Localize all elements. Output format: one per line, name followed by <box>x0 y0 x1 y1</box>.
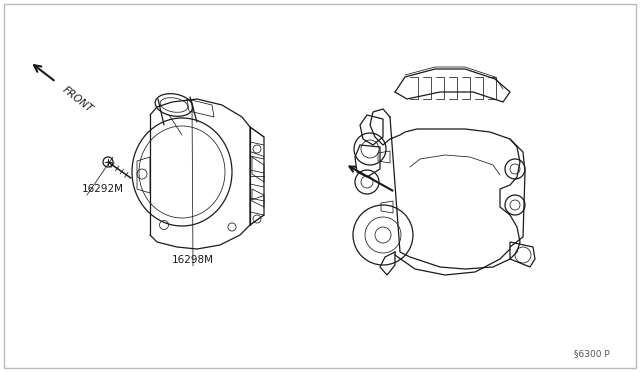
Text: 16298M: 16298M <box>172 255 214 265</box>
Text: §6300 P: §6300 P <box>574 349 610 358</box>
Circle shape <box>103 157 113 167</box>
Text: 16292M: 16292M <box>82 184 124 194</box>
Text: FRONT: FRONT <box>60 85 94 115</box>
